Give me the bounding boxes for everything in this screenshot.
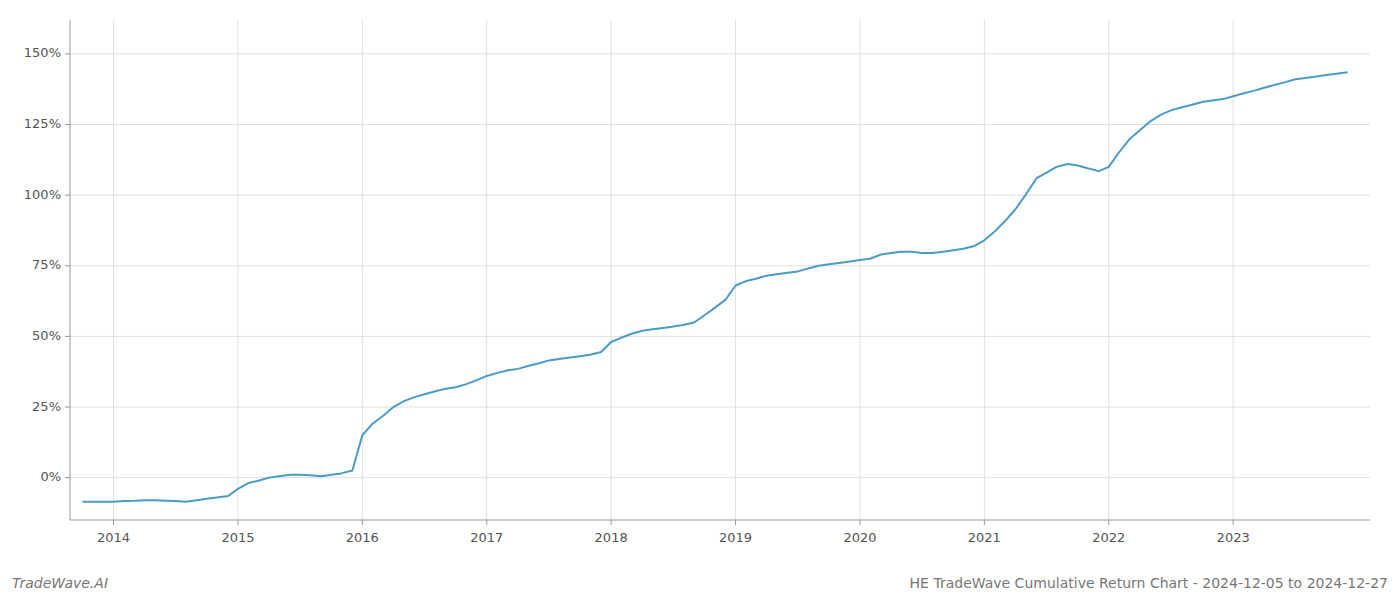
y-tick-label: 125% <box>24 116 61 131</box>
y-tick-label: 150% <box>24 45 61 60</box>
x-tick <box>859 520 860 525</box>
x-tick <box>486 520 487 525</box>
y-tick <box>65 124 70 125</box>
x-tick-label: 2023 <box>1217 530 1250 545</box>
x-tick-label: 2016 <box>346 530 379 545</box>
x-grid-line <box>1233 20 1234 520</box>
x-tick <box>984 520 985 525</box>
x-grid-line <box>611 20 612 520</box>
y-tick <box>65 53 70 54</box>
x-tick-label: 2015 <box>221 530 254 545</box>
grid <box>70 20 1370 520</box>
x-grid-line <box>113 20 114 520</box>
y-grid-line <box>70 336 1370 337</box>
x-grid-line <box>486 20 487 520</box>
x-tick <box>362 520 363 525</box>
x-grid-line <box>362 20 363 520</box>
x-grid-line <box>859 20 860 520</box>
plot-area <box>82 72 1347 501</box>
x-tick <box>1233 520 1234 525</box>
x-tick-label: 2014 <box>97 530 130 545</box>
x-tick-label: 2020 <box>843 530 876 545</box>
y-tick <box>65 477 70 478</box>
y-tick <box>65 265 70 266</box>
x-tick <box>611 520 612 525</box>
x-tick-label: 2018 <box>595 530 628 545</box>
x-grid-line <box>984 20 985 520</box>
x-tick-label: 2021 <box>968 530 1001 545</box>
y-grid-line <box>70 195 1370 196</box>
y-grid-line <box>70 265 1370 266</box>
y-grid-line <box>70 407 1370 408</box>
y-tick-label: 100% <box>24 187 61 202</box>
y-tick <box>65 195 70 196</box>
chart: 0% 25% 50% 75% 100% 125% 150% 2014 2015 2016 2017 2… <box>0 0 1400 600</box>
y-axis-line <box>70 20 71 520</box>
y-tick-label: 0% <box>40 469 61 484</box>
x-tick <box>735 520 736 525</box>
watermark: TradeWave.AI <box>12 575 108 591</box>
x-grid-line <box>735 20 736 520</box>
y-grid-line <box>70 53 1370 54</box>
y-tick-label: 25% <box>32 399 61 414</box>
x-tick <box>237 520 238 525</box>
y-tick <box>65 336 70 337</box>
y-tick-label: 50% <box>32 328 61 343</box>
y-tick-label: 75% <box>32 257 61 272</box>
x-axis-line <box>70 520 1370 521</box>
y-grid-line <box>70 124 1370 125</box>
x-tick <box>1108 520 1109 525</box>
x-tick-label: 2019 <box>719 530 752 545</box>
x-grid-line <box>237 20 238 520</box>
x-tick <box>113 520 114 525</box>
title: HE TradeWave Cumulative Return Chart - 2… <box>910 575 1388 591</box>
x-tick-label: 2017 <box>470 530 503 545</box>
y-tick <box>65 407 70 408</box>
line <box>82 72 1347 501</box>
axes: 0% 25% 50% 75% 100% 125% 150% 2014 2015 2016 2017 2… <box>24 20 1370 545</box>
x-grid-line <box>1108 20 1109 520</box>
x-tick-label: 2022 <box>1092 530 1125 545</box>
